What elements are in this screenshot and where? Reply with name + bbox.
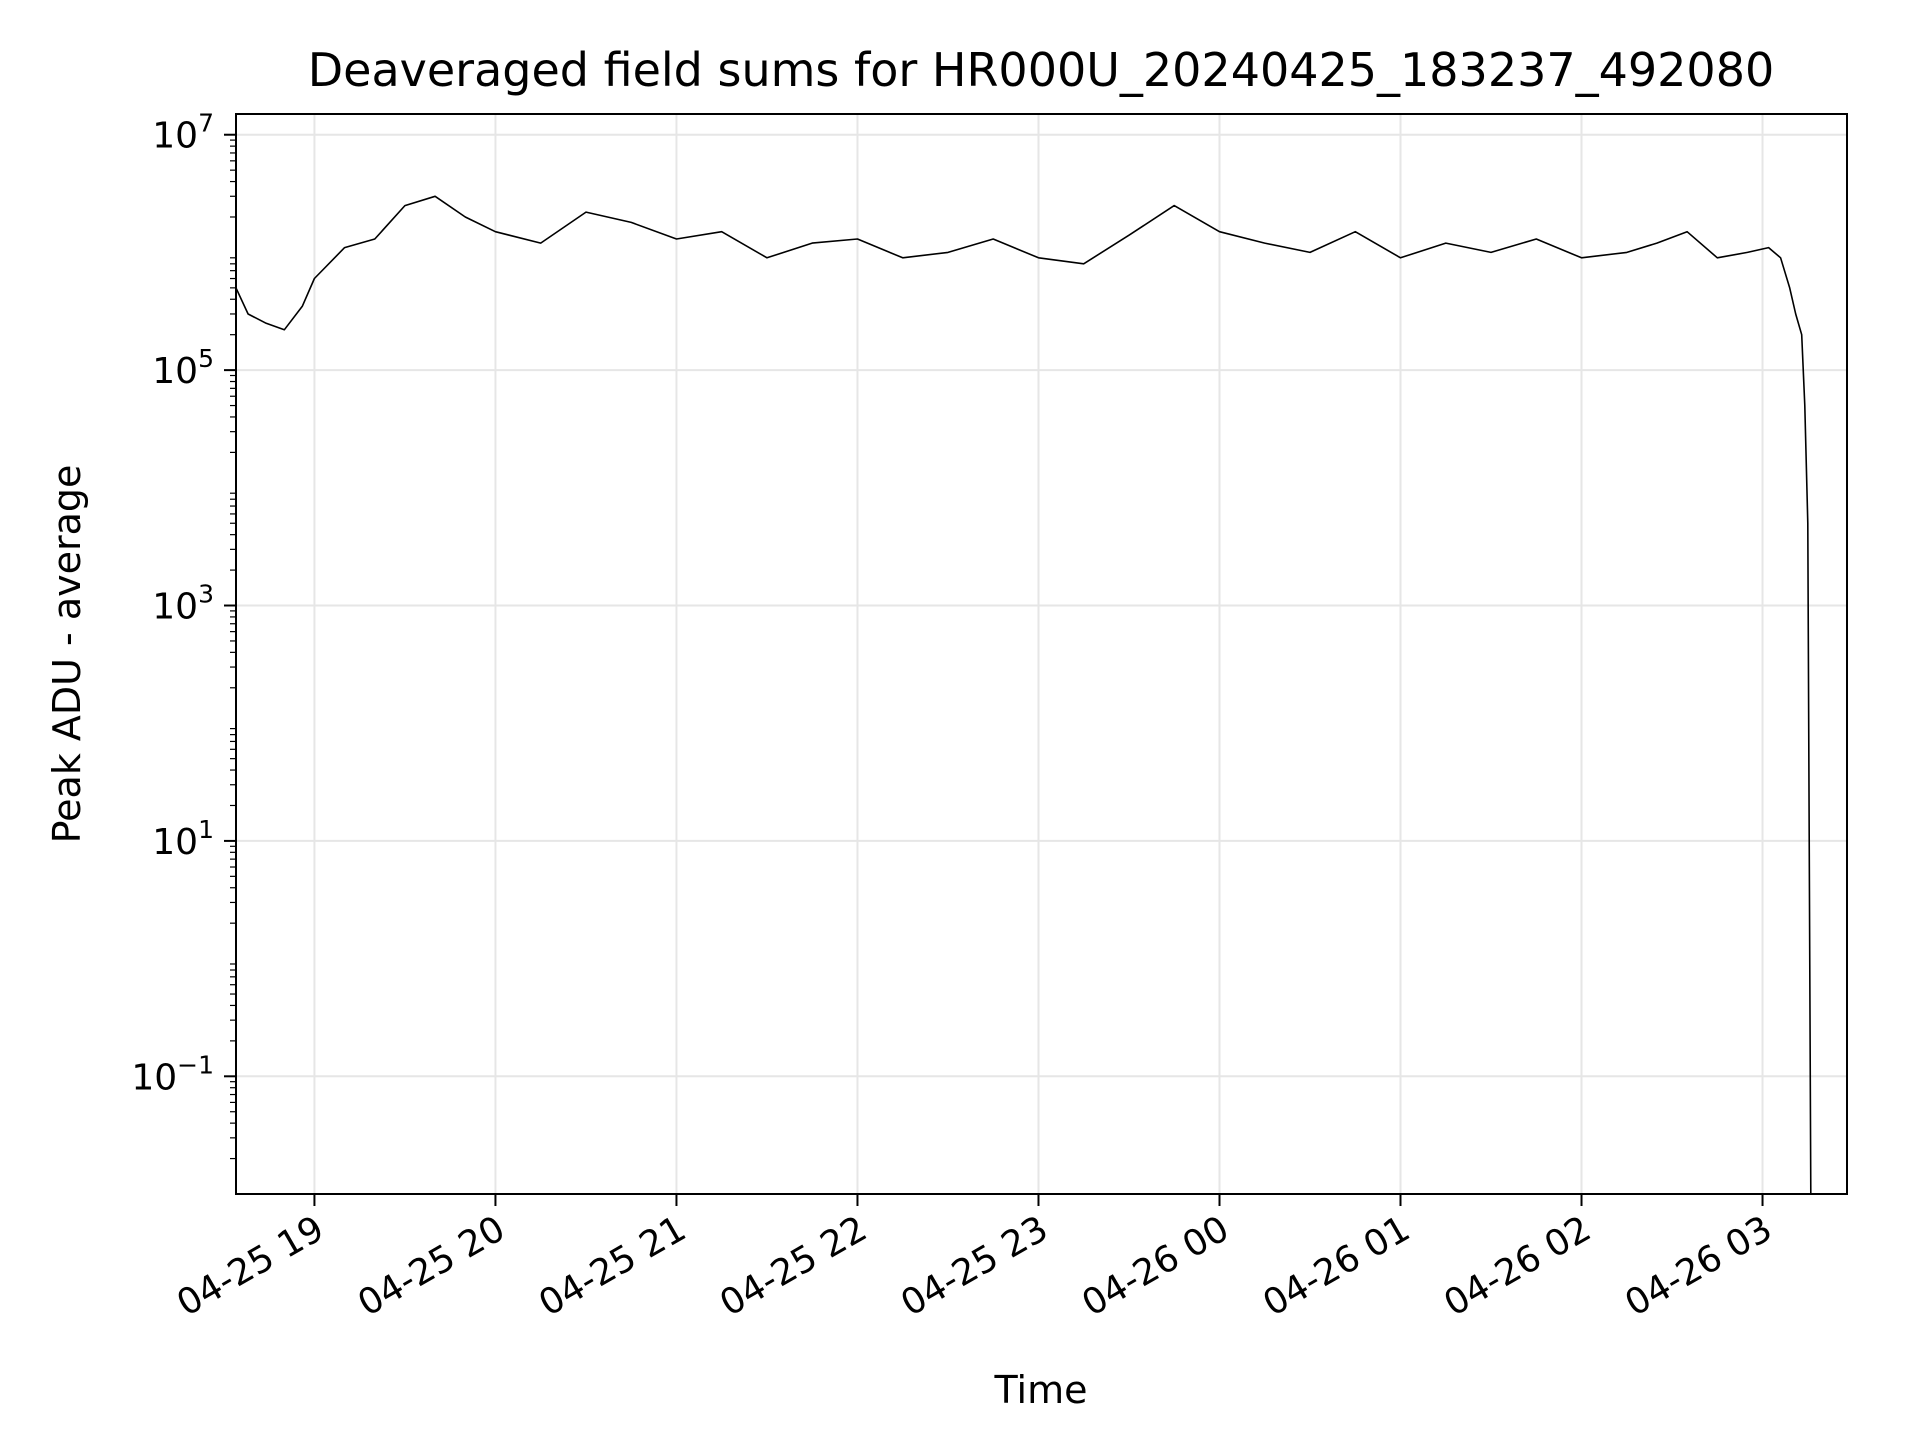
grid-lines bbox=[236, 114, 1847, 1194]
y-axis-label: Peak ADU - average bbox=[45, 465, 89, 844]
plot-area bbox=[236, 114, 1847, 1194]
series-layer bbox=[235, 195, 1812, 1195]
y-tick-label: 105 bbox=[152, 344, 214, 392]
series-line bbox=[235, 195, 1812, 1195]
chart-title: Deaveraged field sums for HR000U_2024042… bbox=[308, 43, 1774, 97]
y-tick-label: 103 bbox=[152, 580, 214, 628]
plot-frame bbox=[235, 113, 1848, 1195]
y-tick-label: 107 bbox=[152, 109, 214, 157]
y-tick-label: 101 bbox=[152, 815, 214, 863]
y-tick-label: 10−1 bbox=[131, 1050, 214, 1098]
x-axis-label: Time bbox=[994, 1368, 1088, 1412]
